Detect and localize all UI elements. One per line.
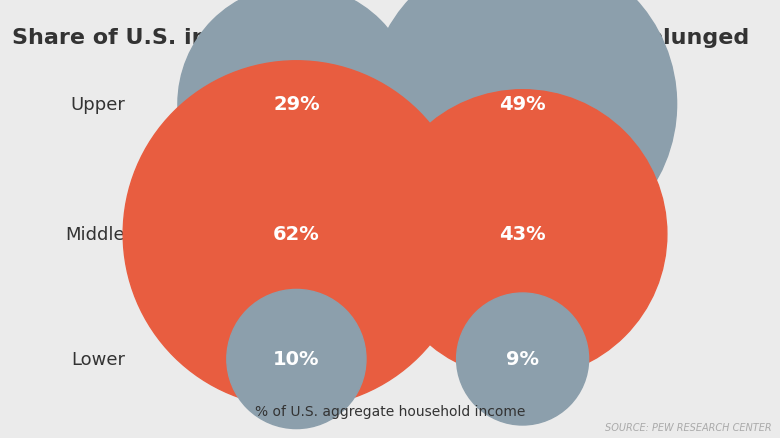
Circle shape — [378, 91, 667, 378]
Circle shape — [456, 293, 589, 425]
Circle shape — [227, 290, 366, 429]
Circle shape — [178, 0, 415, 223]
Circle shape — [123, 62, 470, 407]
Text: 10%: 10% — [273, 350, 320, 369]
Text: Middle: Middle — [66, 226, 125, 244]
Text: 1970: 1970 — [271, 68, 321, 87]
Text: 2015: 2015 — [498, 68, 548, 87]
Text: % of U.S. aggregate household income: % of U.S. aggregate household income — [255, 404, 525, 418]
Text: SOURCE: PEW RESEARCH CENTER: SOURCE: PEW RESEARCH CENTER — [605, 422, 772, 432]
Text: 49%: 49% — [499, 95, 546, 114]
Text: 9%: 9% — [506, 350, 539, 369]
Circle shape — [369, 0, 676, 258]
Text: 62%: 62% — [273, 225, 320, 244]
Text: Share of U.S. income held by the middle class has plunged: Share of U.S. income held by the middle … — [12, 28, 750, 48]
Text: 43%: 43% — [499, 225, 546, 244]
Text: Lower: Lower — [71, 350, 125, 368]
Text: Upper: Upper — [70, 96, 125, 114]
Text: 29%: 29% — [273, 95, 320, 114]
